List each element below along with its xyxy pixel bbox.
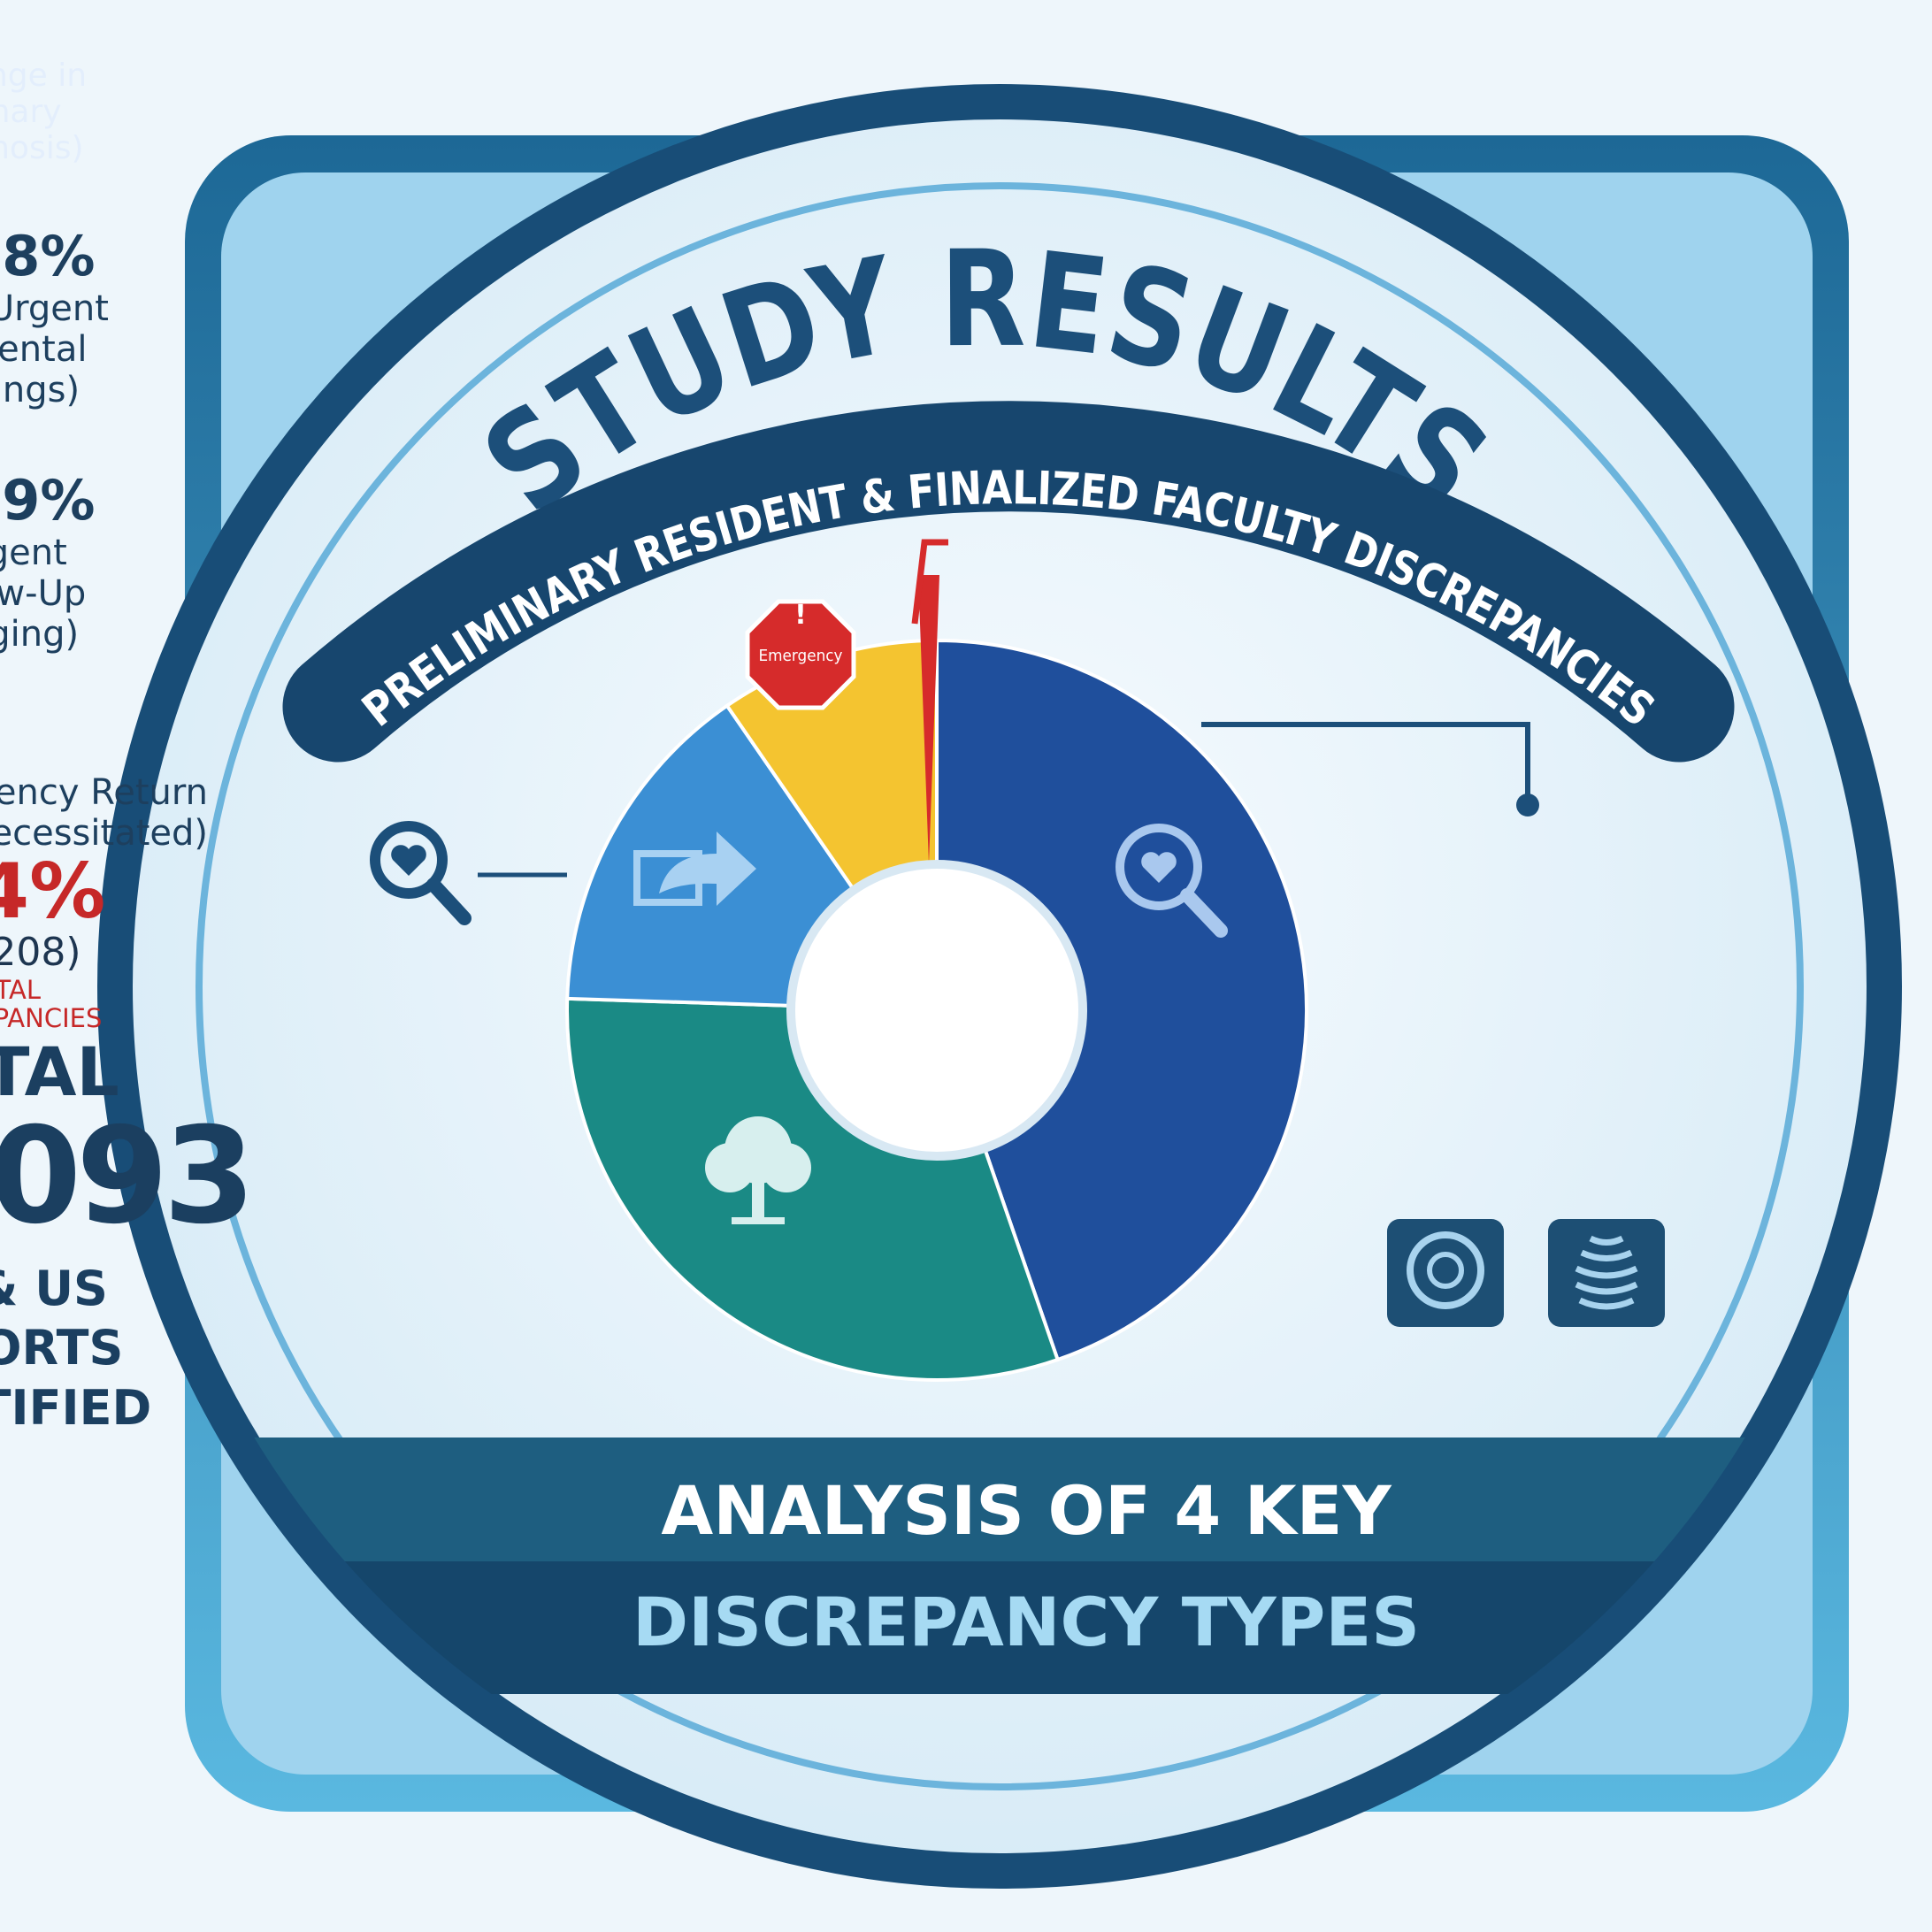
- slice-value-label: 44.7%: [0, 0, 966, 29]
- connector-dot: [1516, 794, 1539, 816]
- center-rate: 1.4%: [0, 854, 133, 930]
- center-label: 1.4%(n=208)TOTAL DISCREPANCIES: [0, 854, 133, 1033]
- callout: 9.6%(Emergency Return Necessitated): [0, 712, 208, 854]
- us-icon: [1548, 1219, 1665, 1327]
- chart: STUDY RESULTS PRELIMINARY RESIDENT & FIN…: [0, 0, 1932, 1932]
- callout-value: 9.6%: [0, 712, 208, 772]
- total-heading: TOTAL: [0, 1033, 230, 1110]
- total-block: TOTAL14,093CT & US REPORTS IDENTIFIED: [0, 1033, 230, 1438]
- tree-ground: [732, 1217, 785, 1224]
- tree-trunk: [752, 1177, 764, 1221]
- callout-description: (Emergency Return Necessitated): [0, 772, 208, 854]
- footer-line2: DISCREPANCY TYPES: [632, 1583, 1420, 1661]
- modality-label: US: [0, 1467, 966, 1524]
- center-count: (n=208): [0, 930, 133, 977]
- tree-crown: [705, 1143, 755, 1192]
- center-caption: TOTAL DISCREPANCIES: [0, 977, 133, 1033]
- slice-value-label: 14.9%: [0, 382, 966, 440]
- donut-center: [791, 864, 1083, 1156]
- ct-icon: [1387, 1219, 1504, 1327]
- infographic: STUDY RESULTS PRELIMINARY RESIDENT & FIN…: [0, 0, 1932, 1932]
- slice-value-label: 9.6%: [0, 626, 966, 684]
- tree-crown: [762, 1143, 811, 1192]
- total-number: 14,093: [0, 1110, 230, 1243]
- callout-value: 30.8%: [0, 224, 142, 288]
- modality-label: CT: [0, 1409, 966, 1467]
- slice-value-label: 30.8%: [0, 138, 966, 196]
- callout-value: 14.9%: [0, 468, 106, 533]
